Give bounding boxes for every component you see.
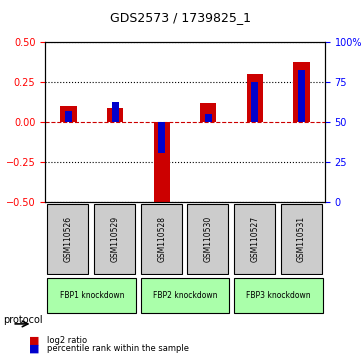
FancyBboxPatch shape: [47, 278, 136, 313]
FancyBboxPatch shape: [187, 204, 229, 274]
Bar: [200, 103, 217, 122]
Text: GSM110530: GSM110530: [204, 216, 213, 262]
Bar: [252, 82, 258, 122]
Bar: [60, 107, 77, 122]
Text: ■: ■: [29, 344, 39, 354]
Text: GSM110527: GSM110527: [251, 216, 260, 262]
Bar: [107, 108, 123, 122]
Text: GSM110529: GSM110529: [110, 216, 119, 262]
Bar: [247, 74, 263, 122]
Text: percentile rank within the sample: percentile rank within the sample: [47, 344, 189, 353]
Bar: [205, 114, 212, 122]
Text: GSM110526: GSM110526: [64, 216, 73, 262]
Bar: [298, 70, 305, 122]
Text: FBP2 knockdown: FBP2 knockdown: [153, 291, 217, 299]
Text: protocol: protocol: [4, 315, 43, 325]
FancyBboxPatch shape: [234, 278, 323, 313]
FancyBboxPatch shape: [280, 204, 322, 274]
Text: GDS2573 / 1739825_1: GDS2573 / 1739825_1: [110, 11, 251, 24]
FancyBboxPatch shape: [141, 278, 229, 313]
Bar: [158, 122, 165, 153]
Text: FBP1 knockdown: FBP1 knockdown: [60, 291, 124, 299]
Bar: [65, 111, 72, 122]
FancyBboxPatch shape: [47, 204, 88, 274]
Text: FBP3 knockdown: FBP3 knockdown: [246, 291, 310, 299]
Bar: [153, 122, 170, 207]
FancyBboxPatch shape: [234, 204, 275, 274]
FancyBboxPatch shape: [141, 204, 182, 274]
Bar: [293, 62, 310, 122]
Text: GSM110528: GSM110528: [157, 216, 166, 262]
FancyBboxPatch shape: [94, 204, 135, 274]
Bar: [112, 102, 118, 122]
Text: GSM110531: GSM110531: [297, 216, 306, 262]
Text: log2 ratio: log2 ratio: [47, 336, 87, 345]
Text: ■: ■: [29, 336, 39, 346]
